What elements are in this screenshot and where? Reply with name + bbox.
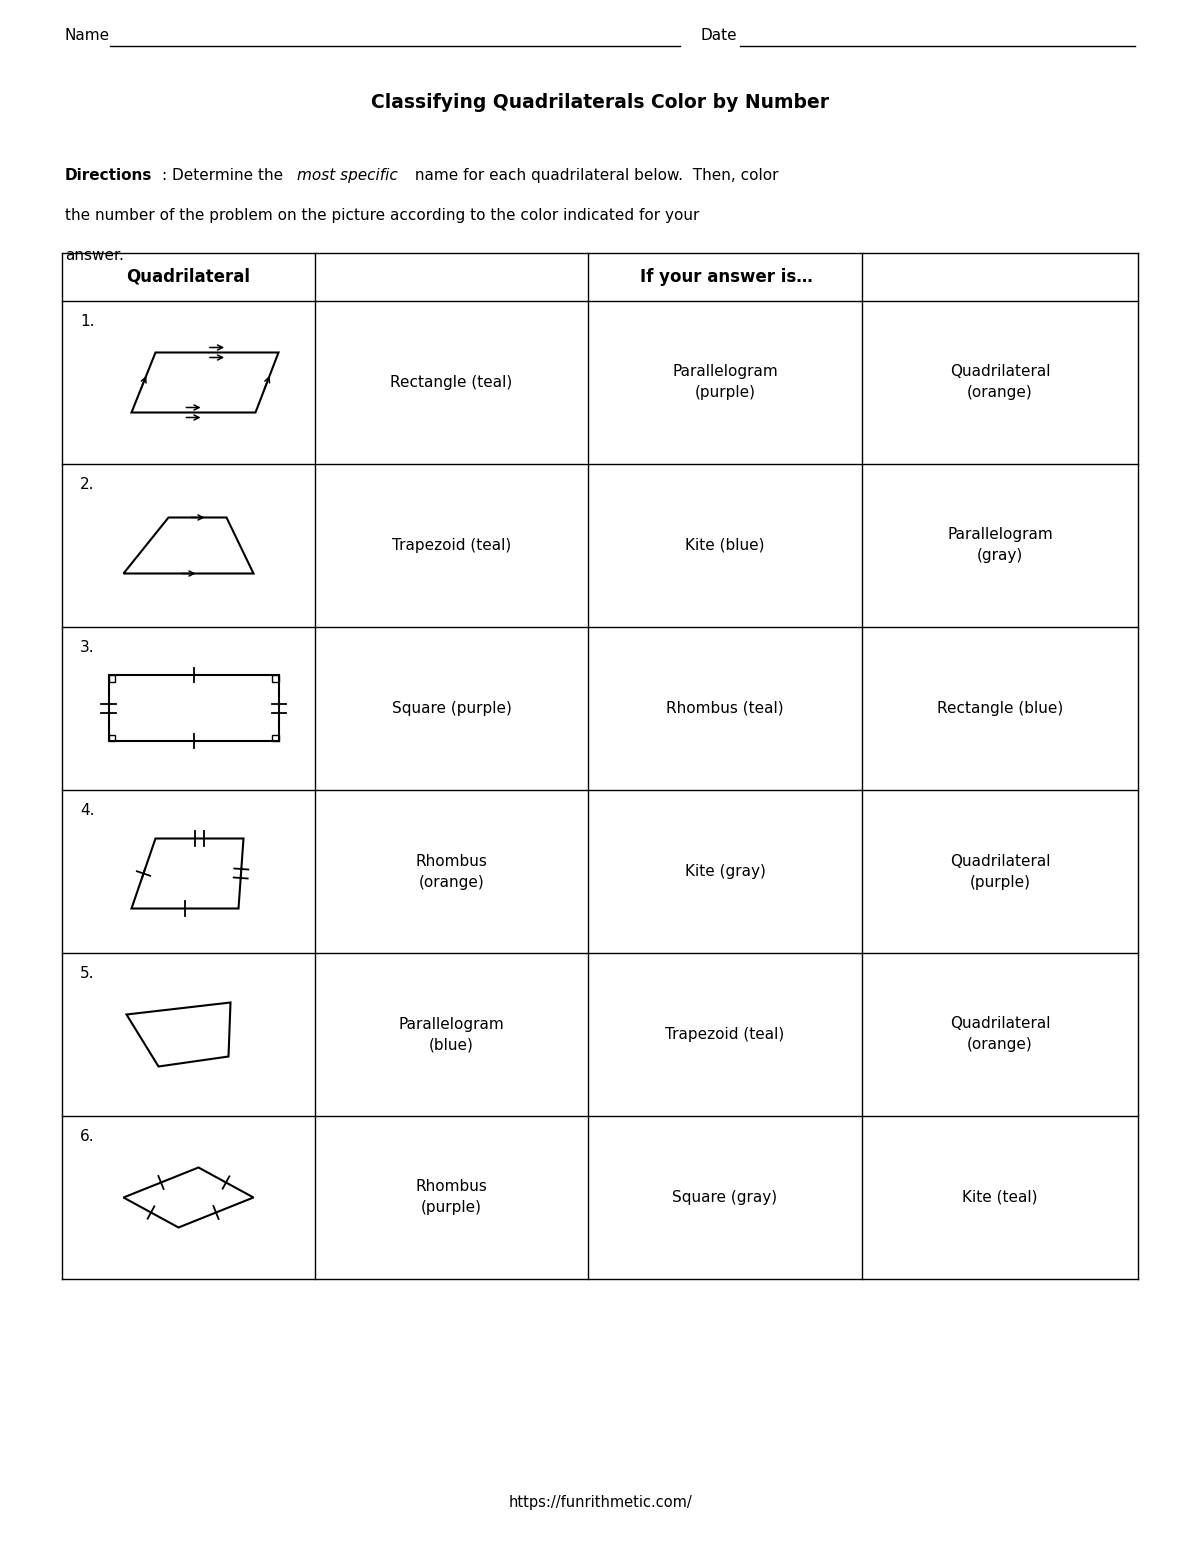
Text: 5.: 5.: [80, 966, 95, 981]
Text: If your answer is…: If your answer is…: [640, 269, 812, 286]
Text: name for each quadrilateral below.  Then, color: name for each quadrilateral below. Then,…: [410, 168, 779, 183]
Text: Kite (blue): Kite (blue): [685, 537, 764, 553]
Text: Rectangle (blue): Rectangle (blue): [937, 700, 1063, 716]
Text: 6.: 6.: [80, 1129, 95, 1145]
Text: the number of the problem on the picture according to the color indicated for yo: the number of the problem on the picture…: [65, 208, 700, 224]
Text: answer.: answer.: [65, 248, 124, 262]
Text: Name: Name: [65, 28, 110, 43]
Text: Kite (teal): Kite (teal): [962, 1190, 1038, 1205]
Text: Trapezoid (teal): Trapezoid (teal): [665, 1027, 785, 1042]
Text: Quadrilateral
(orange): Quadrilateral (orange): [949, 1017, 1050, 1053]
Text: most specific: most specific: [298, 168, 397, 183]
Text: 1.: 1.: [80, 314, 95, 329]
Text: Parallelogram
(purple): Parallelogram (purple): [672, 365, 778, 401]
Text: Rhombus (teal): Rhombus (teal): [666, 700, 784, 716]
Text: Classifying Quadrilaterals Color by Number: Classifying Quadrilaterals Color by Numb…: [371, 93, 829, 112]
Text: Trapezoid (teal): Trapezoid (teal): [392, 537, 511, 553]
Text: Parallelogram
(blue): Parallelogram (blue): [398, 1017, 504, 1053]
Text: Rhombus
(purple): Rhombus (purple): [415, 1179, 487, 1216]
Text: 3.: 3.: [80, 640, 95, 655]
Text: Parallelogram
(gray): Parallelogram (gray): [947, 528, 1052, 564]
Text: Square (purple): Square (purple): [391, 700, 511, 716]
Text: Quadrilateral: Quadrilateral: [126, 269, 251, 286]
Text: : Determine the: : Determine the: [162, 168, 288, 183]
Text: https://funrithmetic.com/: https://funrithmetic.com/: [508, 1496, 692, 1511]
Text: Square (gray): Square (gray): [672, 1190, 778, 1205]
Text: Quadrilateral
(orange): Quadrilateral (orange): [949, 365, 1050, 401]
Text: Date: Date: [700, 28, 737, 43]
Text: Rhombus
(orange): Rhombus (orange): [415, 854, 487, 890]
Text: 2.: 2.: [80, 477, 95, 492]
Text: Rectangle (teal): Rectangle (teal): [390, 374, 512, 390]
Text: Directions: Directions: [65, 168, 152, 183]
Text: Quadrilateral
(purple): Quadrilateral (purple): [949, 854, 1050, 890]
Text: 4.: 4.: [80, 803, 95, 818]
Text: Kite (gray): Kite (gray): [684, 863, 766, 879]
